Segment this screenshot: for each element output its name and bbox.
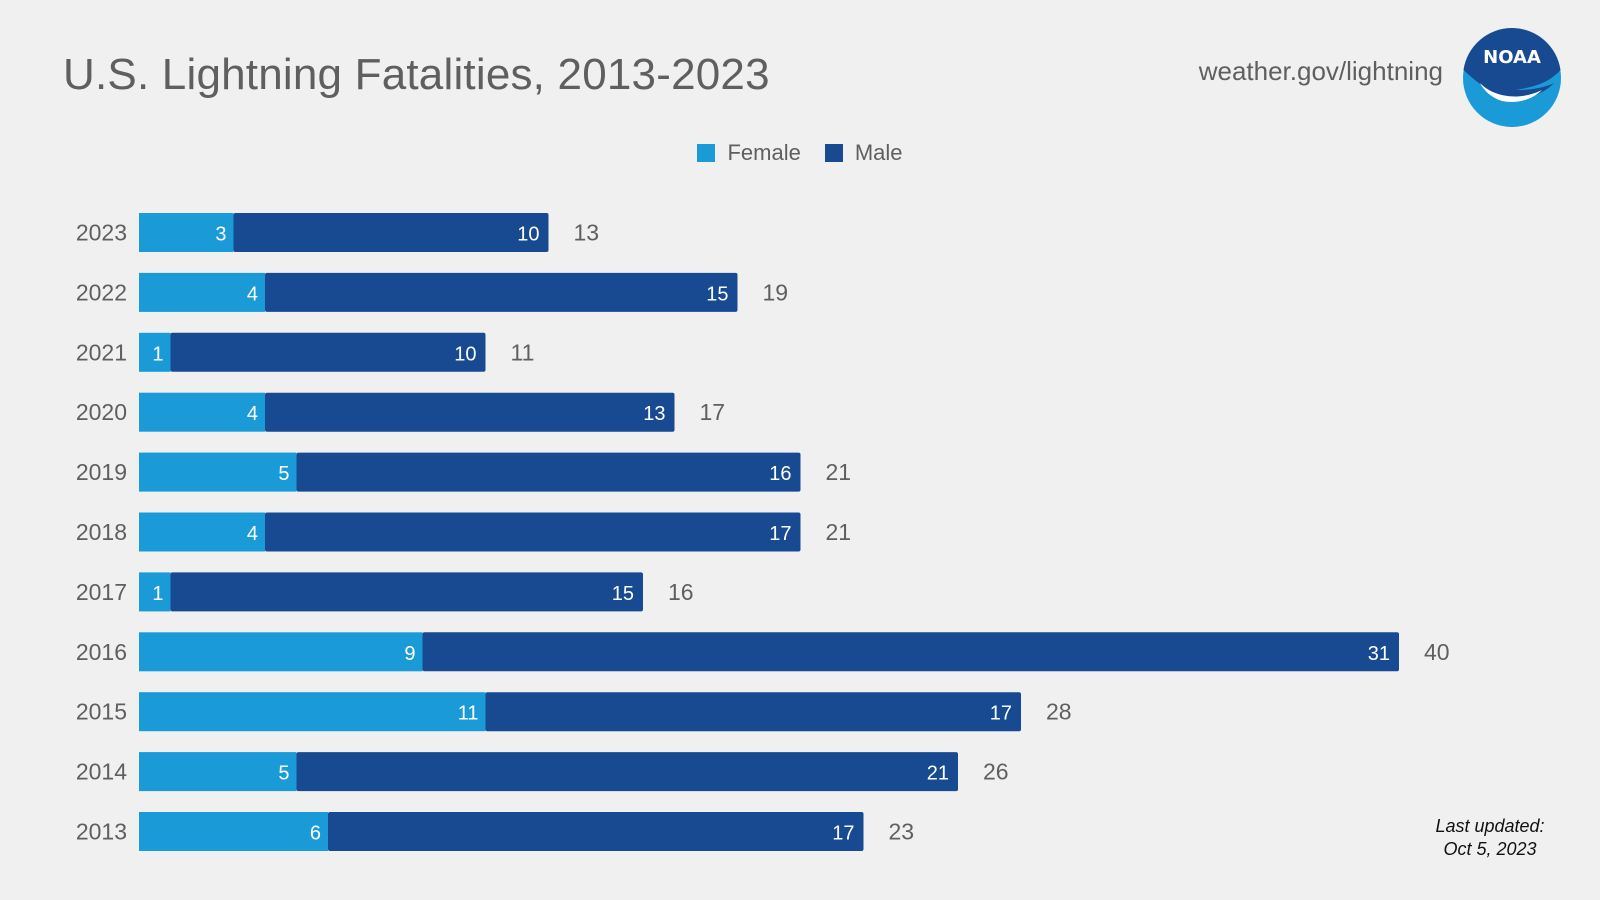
category-label: 2019 (76, 459, 127, 485)
data-label-total: 13 (574, 220, 600, 246)
data-label-total: 16 (668, 579, 694, 605)
data-label-male: 15 (706, 283, 728, 305)
data-label-female: 4 (247, 283, 258, 305)
data-label-male: 17 (769, 523, 791, 545)
bar-male (171, 572, 644, 611)
data-label-male: 10 (454, 343, 476, 365)
last-updated-note: Last updated: Oct 5, 2023 (1420, 815, 1560, 861)
bar-male (171, 333, 486, 372)
last-updated-label: Last updated: (1420, 815, 1560, 838)
bar-female (139, 453, 297, 492)
data-label-total: 19 (763, 279, 789, 305)
data-label-total: 11 (511, 339, 535, 365)
category-label: 2015 (76, 699, 127, 725)
data-label-male: 31 (1368, 643, 1390, 665)
data-label-female: 5 (278, 763, 289, 785)
bar-male (297, 752, 959, 791)
bar-male (265, 393, 675, 432)
bar-chart: 2023 3 10 132022 4 15 192021 1 10 112020 4 13 172019… (0, 0, 1600, 900)
category-label: 2021 (76, 339, 127, 365)
data-label-female: 3 (215, 224, 226, 246)
data-label-male: 16 (769, 463, 791, 485)
category-label: 2016 (76, 639, 127, 665)
data-label-total: 40 (1424, 639, 1450, 665)
bar-male (328, 812, 864, 851)
bar-male (486, 692, 1022, 731)
data-label-female: 1 (152, 343, 163, 365)
bar-female (139, 752, 297, 791)
data-label-male: 17 (832, 823, 854, 845)
bar-female (139, 692, 486, 731)
last-updated-date: Oct 5, 2023 (1420, 838, 1560, 861)
data-label-female: 6 (310, 823, 321, 845)
bar-male (234, 213, 549, 252)
data-label-female: 4 (247, 403, 258, 425)
bar-female (139, 632, 423, 671)
category-label: 2020 (76, 399, 127, 425)
data-label-female: 11 (458, 703, 479, 725)
category-label: 2014 (76, 759, 127, 785)
bar-male (265, 273, 738, 312)
bar-male (265, 513, 801, 552)
category-label: 2022 (76, 279, 127, 305)
data-label-male: 15 (612, 583, 634, 605)
data-label-female: 1 (152, 583, 163, 605)
bar-female (139, 812, 328, 851)
category-label: 2023 (76, 220, 127, 246)
data-label-female: 5 (278, 463, 289, 485)
bar-male (297, 453, 801, 492)
data-label-total: 17 (700, 399, 726, 425)
data-label-female: 4 (247, 523, 258, 545)
data-label-male: 10 (517, 224, 539, 246)
data-label-total: 26 (983, 759, 1009, 785)
data-label-total: 21 (826, 459, 852, 485)
data-label-total: 28 (1046, 699, 1072, 725)
data-label-male: 21 (927, 763, 949, 785)
category-label: 2013 (76, 819, 127, 845)
data-label-total: 23 (889, 819, 915, 845)
data-label-male: 17 (990, 703, 1012, 725)
data-label-male: 13 (643, 403, 665, 425)
category-label: 2017 (76, 579, 127, 605)
category-label: 2018 (76, 519, 127, 545)
data-label-female: 9 (404, 643, 415, 665)
bar-male (423, 632, 1400, 671)
data-label-total: 21 (826, 519, 852, 545)
